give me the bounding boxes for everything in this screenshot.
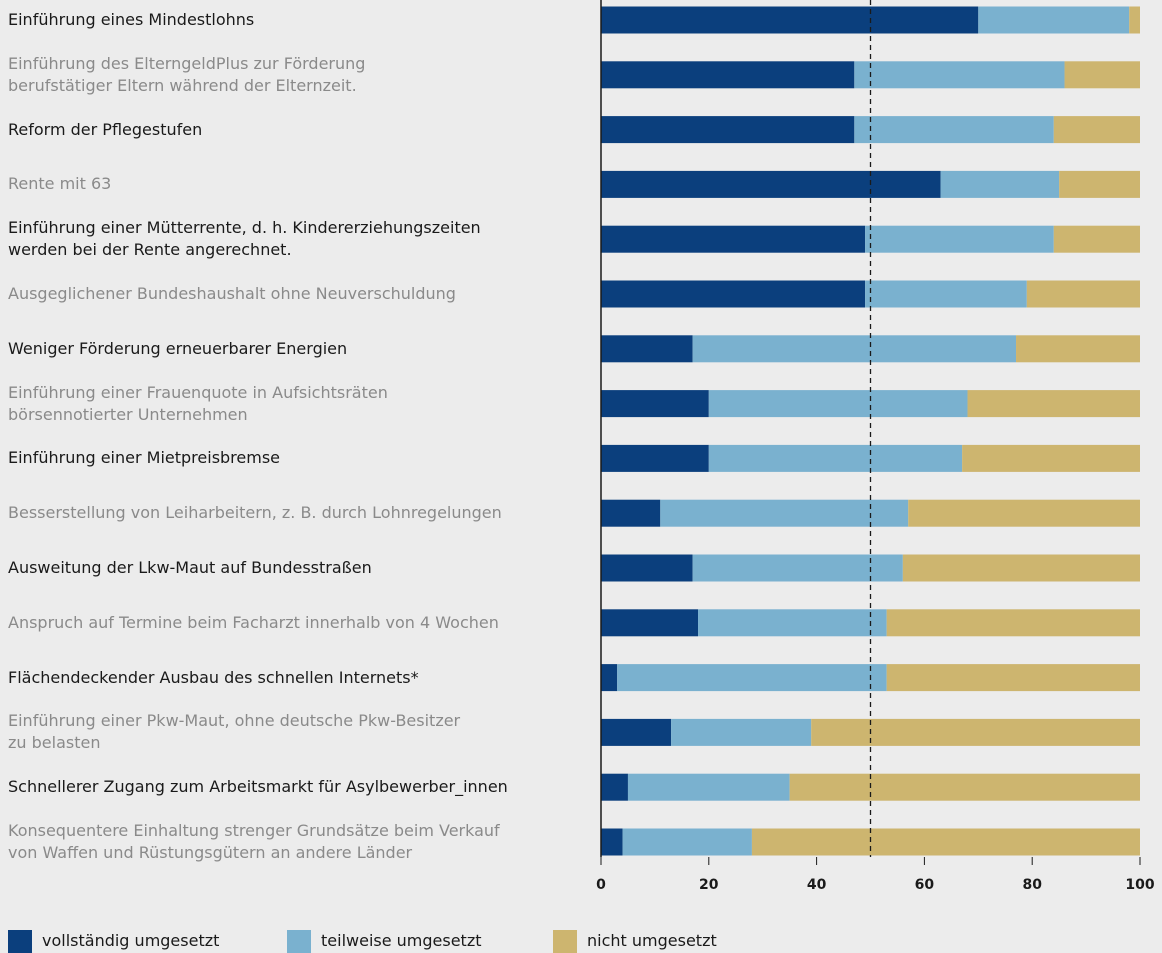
- category-label: Einführung einer Frauenquote in Aufsicht…: [8, 382, 388, 424]
- bar-segment: [660, 499, 909, 527]
- x-tick-label: 80: [1022, 877, 1042, 893]
- x-tick-label: 100: [1125, 877, 1154, 893]
- bar-segment: [601, 773, 628, 801]
- bar-segment: [671, 718, 812, 746]
- category-label: Einführung des ElterngeldPlus zur Förder…: [8, 53, 366, 95]
- x-tick-label: 60: [915, 877, 935, 893]
- bar-segment: [967, 390, 1140, 418]
- bar-segment: [1129, 6, 1140, 34]
- category-label: Anspruch auf Termine beim Facharzt inner…: [8, 612, 499, 632]
- bar-segment: [940, 170, 1060, 198]
- legend-label: vollständig umgesetzt: [42, 931, 220, 950]
- legend-label: teilweise umgesetzt: [321, 931, 482, 950]
- bar-segment: [708, 390, 968, 418]
- bar-segment: [1026, 280, 1140, 308]
- bar-segment: [617, 664, 887, 692]
- category-label: Einführung einer Mietpreisbremse: [8, 448, 281, 468]
- bar-segment: [601, 718, 672, 746]
- bar-segment: [601, 664, 618, 692]
- legend-swatch: [553, 930, 577, 953]
- category-label: Besserstellung von Leiharbeitern, z. B. …: [8, 503, 502, 523]
- bar-segment: [854, 116, 1054, 144]
- bar-segment: [1064, 61, 1140, 89]
- category-label: Flächendeckender Ausbau des schnellen In…: [8, 667, 419, 687]
- bar-segment: [978, 6, 1130, 34]
- bar-segment: [902, 554, 1140, 582]
- bar-segment: [886, 609, 1140, 637]
- bar-segment: [601, 390, 709, 418]
- category-label: Einführung eines Mindestlohns: [8, 10, 255, 29]
- bar-segment: [627, 773, 790, 801]
- bar-segment: [908, 499, 1140, 527]
- category-label: Einführung einer Pkw-Maut, ohne deutsche…: [8, 711, 461, 753]
- bar-segment: [622, 828, 752, 856]
- category-label: Weniger Förderung erneuerbarer Energien: [8, 338, 348, 358]
- category-label: Schnellerer Zugang zum Arbeitsmarkt für …: [8, 777, 508, 797]
- bar-segment: [789, 773, 1140, 801]
- bar-segment: [708, 444, 963, 472]
- bar-segment: [601, 828, 623, 856]
- bar-segment: [692, 335, 1017, 363]
- bar-segment: [601, 225, 866, 253]
- bar-segment: [601, 609, 699, 637]
- bar-segment: [811, 718, 1140, 746]
- bar-segment: [1059, 170, 1140, 198]
- bar-segment: [698, 609, 887, 637]
- category-label: Reform der Pflegestufen: [8, 119, 203, 139]
- x-tick-label: 20: [699, 877, 719, 893]
- bar-segment: [601, 116, 855, 144]
- bar-segment: [1053, 116, 1140, 144]
- bar-segment: [1053, 225, 1140, 253]
- category-label: Konsequentere Einhaltung strenger Grunds…: [8, 821, 500, 862]
- bar-segment: [601, 499, 661, 527]
- bar-segment: [601, 6, 979, 34]
- bar-segment: [601, 335, 693, 363]
- bar-segment: [601, 61, 855, 89]
- bar-segment: [962, 444, 1140, 472]
- x-tick-label: 0: [596, 877, 606, 893]
- bar-segment: [751, 828, 1140, 856]
- bar-segment: [865, 225, 1054, 253]
- legend-label: nicht umgesetzt: [587, 931, 717, 950]
- bar-segment: [1016, 335, 1140, 363]
- category-label: Rente mit 63: [8, 174, 112, 194]
- bar-segment: [692, 554, 903, 582]
- x-tick-label: 40: [807, 877, 827, 893]
- bar-segment: [601, 554, 693, 582]
- bar-segment: [886, 664, 1140, 692]
- legend-swatch: [287, 930, 311, 953]
- legend-swatch: [8, 930, 32, 953]
- bar-segment: [601, 280, 866, 308]
- bar-segment: [865, 280, 1027, 308]
- category-label: Ausweitung der Lkw-Maut auf Bundesstraße…: [8, 558, 372, 577]
- bar-segment: [601, 170, 941, 198]
- bar-segment: [854, 61, 1065, 89]
- bar-segment: [601, 444, 709, 472]
- category-label: Einführung einer Mütterrente, d. h. Kind…: [8, 218, 481, 260]
- category-label: Ausgeglichener Bundeshaushalt ohne Neuve…: [8, 284, 456, 303]
